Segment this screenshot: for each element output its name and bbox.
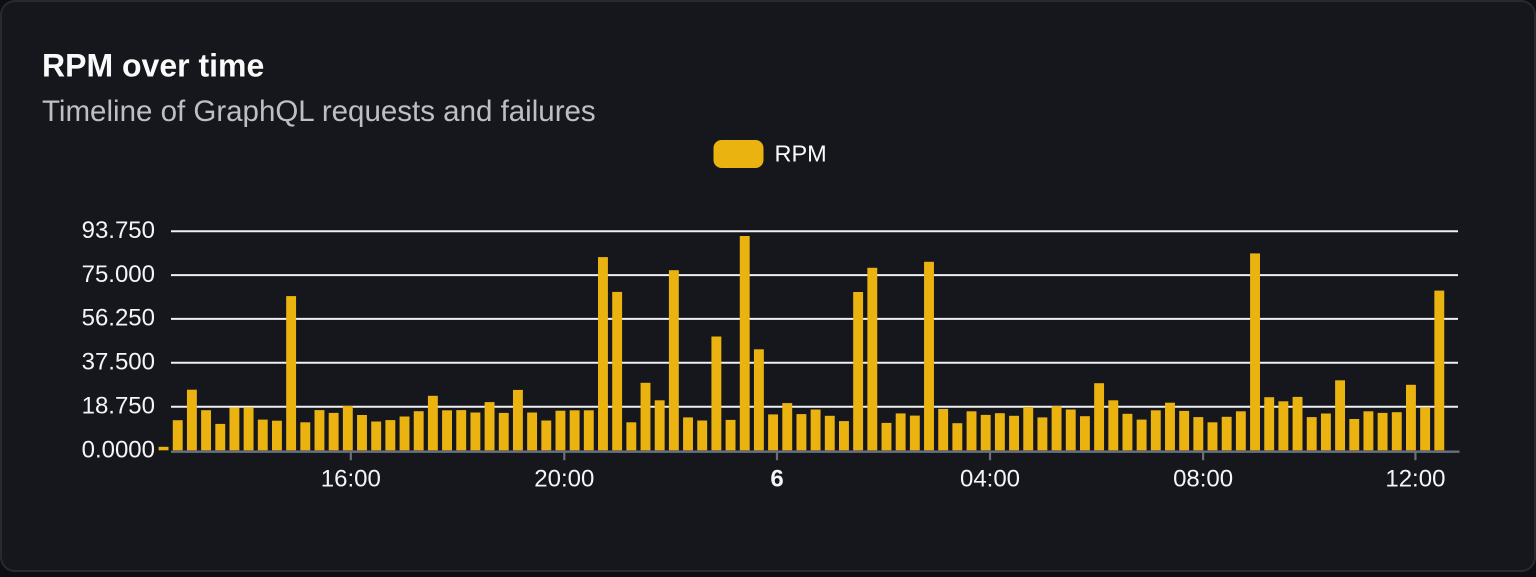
svg-text:93.750: 93.750 — [82, 217, 155, 244]
svg-text:08:00: 08:00 — [1173, 466, 1233, 493]
svg-text:12:00: 12:00 — [1385, 466, 1445, 493]
svg-text:Timeline of GraphQL requests a: Timeline of GraphQL requests and failure… — [42, 95, 596, 128]
svg-text:0.0000: 0.0000 — [82, 437, 155, 464]
svg-text:RPM: RPM — [775, 141, 827, 167]
svg-text:RPM over time: RPM over time — [42, 48, 264, 84]
svg-text:16:00: 16:00 — [321, 466, 381, 493]
svg-text:75.000: 75.000 — [82, 261, 155, 288]
svg-text:18.750: 18.750 — [82, 393, 155, 420]
svg-text:37.500: 37.500 — [82, 349, 155, 376]
svg-text:04:00: 04:00 — [960, 466, 1020, 493]
svg-text:6: 6 — [770, 466, 783, 493]
svg-text:20:00: 20:00 — [534, 466, 594, 493]
svg-text:56.250: 56.250 — [82, 305, 155, 332]
